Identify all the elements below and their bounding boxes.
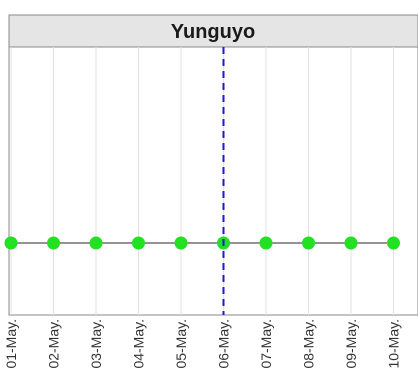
gridlines [10, 47, 394, 315]
data-point-09-May. [344, 236, 358, 250]
data-point-04-May. [132, 236, 145, 250]
x-tick-label-02-May.: 02-May. [46, 319, 62, 369]
strip-background [8, 14, 418, 48]
chart-title: Yunguyo [171, 21, 255, 43]
x-tick-labels: 01-May. 02-May. 03-May. 04-May. 05-May. 06-Ma… [3, 319, 402, 369]
data-point-03-May. [89, 236, 103, 250]
x-tick-label-03-May.: 03-May. [88, 319, 104, 369]
series-points [4, 236, 400, 250]
x-tick-label-01-May.: 01-May. [3, 319, 19, 369]
x-tick-label-08-May.: 08-May. [301, 319, 317, 369]
x-tick-label-04-May.: 04-May. [131, 319, 147, 369]
x-tick-label-09-May.: 09-May. [343, 319, 359, 369]
data-point-01-May. [4, 236, 18, 250]
data-point-02-May. [47, 236, 60, 250]
x-tick-label-05-May.: 05-May. [173, 319, 189, 369]
x-tick-label-07-May.: 07-May. [258, 319, 274, 369]
strip-header: Yunguyo [8, 14, 418, 48]
data-point-10-May. [387, 236, 400, 250]
x-tick-label-10-May.: 10-May. [386, 319, 402, 369]
x-tick-label-06-May.: 06-May. [216, 319, 232, 369]
plot-panel [8, 46, 418, 316]
data-point-08-May. [302, 236, 315, 250]
data-point-07-May. [259, 236, 273, 250]
data-point-05-May. [174, 236, 188, 250]
